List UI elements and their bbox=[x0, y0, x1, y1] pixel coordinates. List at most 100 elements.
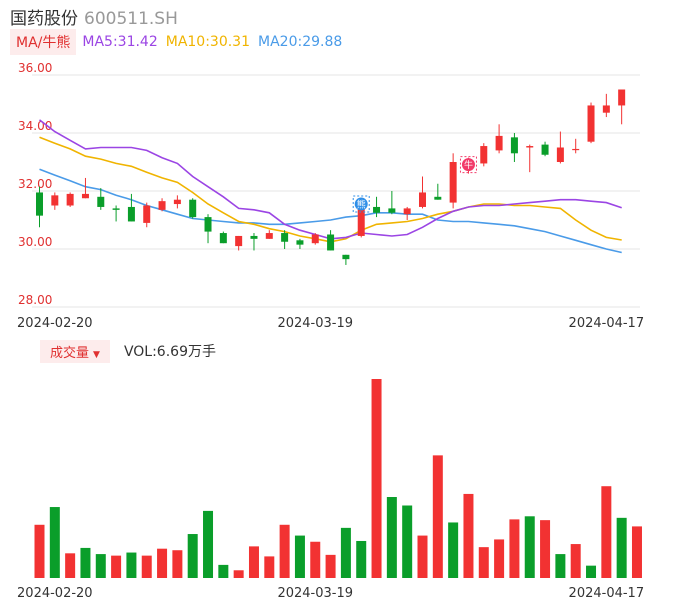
date-tick-label: 2024-04-17 bbox=[569, 316, 645, 331]
signal-marker-dot bbox=[354, 197, 368, 211]
candle-body bbox=[189, 199, 197, 218]
candle-body bbox=[173, 199, 181, 205]
stock-title: 国药股份 600511.SH bbox=[10, 4, 178, 29]
volume-value: VOL:6.69万手 bbox=[123, 344, 216, 360]
candle-body bbox=[602, 105, 610, 113]
price-tick-label: 32.00 bbox=[18, 177, 52, 191]
candle-body bbox=[296, 240, 304, 245]
volume-legend: 成交量 ▼ VOL:6.69万手 bbox=[40, 339, 216, 363]
candle-body bbox=[311, 234, 319, 244]
volume-bar bbox=[631, 526, 642, 578]
volume-bar bbox=[203, 510, 214, 578]
ma5-value: MA5:31.42 bbox=[82, 34, 158, 50]
candle-body bbox=[204, 217, 212, 232]
signal-marker-label: 熊 bbox=[357, 199, 366, 211]
volume-bar bbox=[172, 550, 183, 578]
volume-date-label: 2024-03-19 bbox=[277, 586, 353, 601]
stock-name: 国药股份 bbox=[10, 9, 78, 29]
candle-body bbox=[143, 205, 151, 223]
candle-body bbox=[480, 146, 488, 164]
candle-body bbox=[403, 208, 411, 215]
candle-body bbox=[419, 192, 426, 207]
volume-bar bbox=[417, 535, 428, 578]
candle-body bbox=[250, 235, 258, 239]
candle-body bbox=[495, 135, 503, 151]
volume-bar bbox=[601, 486, 612, 578]
candle-body bbox=[97, 196, 105, 207]
candle-body bbox=[127, 206, 135, 222]
candle-body bbox=[81, 193, 89, 199]
volume-tag-label: 成交量 bbox=[50, 345, 90, 361]
signal-marker-box bbox=[352, 195, 370, 213]
candle-body bbox=[510, 137, 518, 154]
volume-bar bbox=[432, 455, 443, 578]
volume-bar bbox=[325, 554, 336, 578]
candle-body bbox=[66, 193, 74, 206]
volume-bar bbox=[478, 547, 489, 578]
volume-bar bbox=[65, 553, 76, 578]
candle-body bbox=[357, 204, 365, 236]
candle-body bbox=[51, 195, 59, 206]
volume-bar bbox=[248, 546, 259, 578]
candle-body bbox=[526, 146, 534, 148]
candle-body bbox=[235, 235, 243, 247]
candle-body bbox=[327, 234, 335, 251]
volume-bar bbox=[524, 516, 535, 578]
volume-bar bbox=[279, 524, 290, 578]
date-tick-label: 2024-02-20 bbox=[17, 316, 93, 331]
candle-body bbox=[158, 201, 166, 210]
ma-indicator-selector[interactable]: MA/牛熊 bbox=[10, 29, 77, 55]
volume-bar bbox=[340, 527, 351, 578]
volume-bar bbox=[49, 507, 60, 578]
volume-bar bbox=[233, 570, 244, 578]
ma10-value: MA10:30.31 bbox=[165, 34, 251, 50]
price-tick-label: 28.00 bbox=[18, 293, 52, 307]
candle-body bbox=[556, 147, 564, 162]
volume-bar bbox=[187, 534, 198, 578]
ma-legend: MA/牛熊 MA5:31.42 MA10:30.31 MA20:29.88 bbox=[10, 29, 350, 55]
volume-bar bbox=[356, 540, 367, 578]
stock-code: 600511.SH bbox=[84, 9, 178, 29]
candle-body bbox=[373, 206, 381, 213]
signal-marker-box bbox=[459, 156, 477, 174]
volume-bar bbox=[448, 522, 459, 578]
ma20-value: MA20:29.88 bbox=[258, 34, 343, 50]
candle-body bbox=[587, 105, 595, 142]
volume-bar bbox=[616, 517, 627, 578]
volume-bar bbox=[463, 493, 474, 578]
price-tick-label: 30.00 bbox=[18, 235, 52, 249]
volume-bar bbox=[141, 555, 152, 578]
volume-bar bbox=[157, 548, 168, 578]
volume-bar bbox=[402, 505, 413, 578]
candle-body bbox=[265, 233, 273, 239]
price-tick-label: 36.00 bbox=[18, 61, 52, 75]
volume-bar bbox=[126, 552, 137, 578]
date-tick-label: 2024-03-19 bbox=[277, 316, 353, 331]
candle-body bbox=[219, 233, 227, 244]
volume-bar bbox=[310, 541, 321, 578]
volume-bar bbox=[494, 539, 505, 578]
volume-bar bbox=[586, 565, 597, 578]
candle-body bbox=[36, 192, 43, 216]
ma20-line bbox=[39, 168, 622, 254]
candle-body bbox=[449, 162, 457, 203]
volume-date-label: 2024-04-17 bbox=[569, 586, 645, 601]
volume-bar bbox=[294, 535, 305, 578]
candle-body bbox=[572, 148, 580, 151]
volume-bar bbox=[218, 564, 229, 578]
candle-body bbox=[342, 254, 350, 260]
signal-marker-label: 牛 bbox=[464, 159, 473, 171]
volume-indicator-selector[interactable]: 成交量 ▼ bbox=[40, 339, 110, 363]
volume-bar bbox=[570, 544, 581, 578]
candle-body bbox=[434, 196, 442, 200]
volume-bar bbox=[264, 556, 275, 578]
volume-date-label: 2024-02-20 bbox=[17, 586, 93, 601]
volume-bar bbox=[95, 554, 106, 578]
candle-body bbox=[388, 208, 396, 213]
volume-bar bbox=[555, 554, 566, 578]
ma10-line bbox=[39, 136, 622, 243]
volume-bar bbox=[80, 547, 91, 578]
volume-bar bbox=[34, 524, 45, 578]
candle-body bbox=[281, 233, 289, 242]
